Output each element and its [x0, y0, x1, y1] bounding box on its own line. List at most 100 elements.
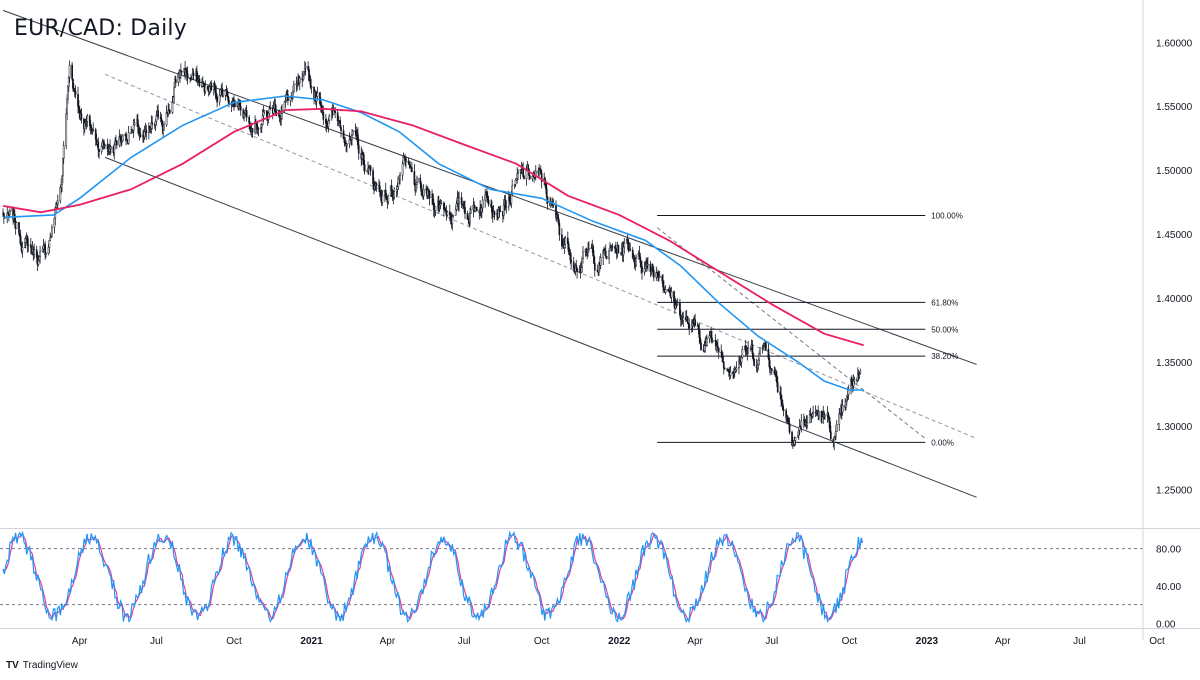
candle-body — [575, 264, 578, 269]
candle-body — [206, 85, 209, 90]
candle-body — [859, 370, 862, 374]
candle-body — [373, 185, 376, 189]
candle-body — [765, 342, 767, 350]
candle-body — [641, 266, 643, 273]
candle-body — [767, 348, 770, 359]
candle-body — [566, 237, 569, 244]
fib-level-label: 100.00% — [931, 212, 963, 221]
candle-body — [213, 82, 216, 87]
candle-body — [342, 130, 345, 140]
candle-body — [592, 245, 594, 256]
candle-body — [227, 95, 229, 101]
candle-body — [735, 367, 738, 370]
candle-body — [419, 177, 422, 184]
candle-body — [51, 227, 53, 237]
candle-body — [593, 255, 595, 264]
candle-body — [599, 257, 602, 266]
candle-body — [280, 113, 283, 119]
candle-body — [44, 244, 46, 255]
candle-body — [45, 253, 47, 255]
candle-body — [49, 237, 52, 241]
candle-body — [387, 195, 390, 203]
candle-body — [278, 115, 281, 118]
candle-body — [292, 91, 294, 97]
candle-body — [97, 141, 100, 150]
candle-body — [797, 435, 799, 438]
candle-body — [92, 129, 95, 131]
candle-body — [733, 370, 736, 374]
candle-body — [768, 357, 771, 367]
candle-body — [576, 268, 578, 273]
candle-body — [226, 90, 229, 97]
candle-body — [47, 247, 50, 255]
candle-body — [593, 262, 596, 271]
candle-body — [26, 236, 29, 246]
candle-body — [322, 112, 325, 120]
candle-body — [401, 163, 404, 176]
candle-body — [266, 110, 268, 117]
candle-body — [78, 106, 80, 110]
candle-body — [853, 379, 856, 382]
candle-body — [378, 185, 381, 192]
candle-body — [811, 413, 814, 417]
candle-body — [475, 207, 478, 211]
candle-body — [413, 171, 416, 185]
candle-body — [336, 112, 339, 122]
candle-body — [416, 177, 419, 183]
candle-body — [327, 120, 330, 127]
candle-body — [486, 192, 488, 198]
candle-body — [639, 256, 642, 263]
oscillator-tick-label: 0.00 — [1156, 619, 1176, 630]
candle-body — [493, 211, 496, 216]
candle-body — [68, 64, 71, 78]
candle-body — [440, 202, 443, 205]
candle-body — [722, 355, 724, 362]
candle-body — [581, 258, 583, 268]
candle-body — [67, 77, 70, 87]
candle-body — [115, 140, 118, 146]
candle-body — [77, 94, 79, 107]
candle-body — [833, 437, 836, 443]
candle-body — [835, 424, 838, 432]
candle-body — [694, 319, 696, 326]
candle-body — [706, 338, 708, 346]
fib-level-label: 38.20% — [931, 352, 958, 361]
candle-body — [355, 130, 358, 135]
candle-body — [631, 249, 634, 258]
time-tick-label: 2022 — [608, 636, 631, 647]
candle-body — [325, 119, 327, 124]
candle-body — [856, 373, 859, 381]
candle-body — [686, 316, 689, 323]
moving-average-pink — [2, 107, 864, 347]
candle-body — [351, 130, 354, 136]
candle-body — [757, 359, 760, 366]
candle-body — [432, 202, 435, 210]
candle-body — [508, 197, 511, 202]
candle-body — [504, 199, 507, 208]
candle-body — [852, 380, 855, 387]
candle-body — [794, 437, 797, 441]
candle-body — [42, 245, 45, 250]
chart-title: EUR/CAD: Daily — [14, 16, 187, 41]
candle-body — [94, 129, 97, 140]
candle-body — [446, 211, 449, 216]
candle-body — [174, 79, 177, 83]
candle-body — [83, 122, 86, 129]
candle-body — [304, 66, 307, 69]
candle-body — [154, 120, 157, 126]
candle-body — [635, 258, 637, 266]
time-tick-label: Jul — [1073, 636, 1086, 647]
time-tick-label: Oct — [534, 636, 550, 647]
candle-body — [688, 323, 691, 329]
candle-body — [499, 210, 502, 213]
candle-body — [319, 103, 322, 107]
candle-body — [74, 90, 77, 95]
candle-body — [357, 134, 359, 146]
candle-body — [385, 197, 388, 200]
candle-body — [522, 169, 524, 177]
candle-body — [812, 411, 814, 414]
candle-body — [133, 122, 136, 126]
candle-body — [498, 207, 501, 212]
